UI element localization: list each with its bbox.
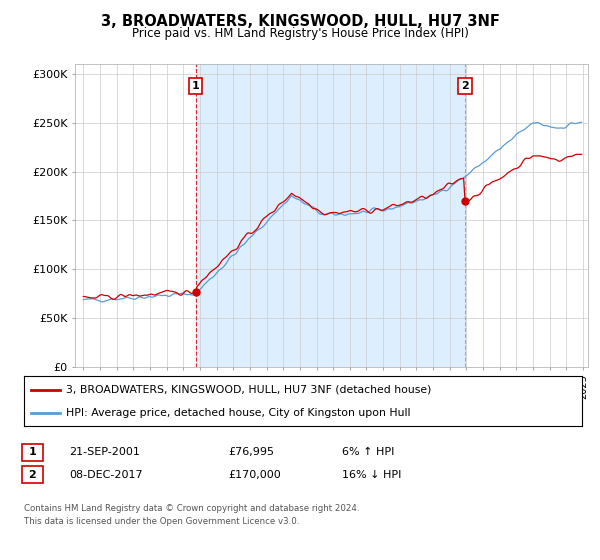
Text: 2: 2 (29, 470, 36, 480)
Text: 08-DEC-2017: 08-DEC-2017 (69, 470, 143, 480)
Text: 1: 1 (192, 81, 200, 91)
Text: 21-SEP-2001: 21-SEP-2001 (69, 447, 140, 458)
Text: Contains HM Land Registry data © Crown copyright and database right 2024.
This d: Contains HM Land Registry data © Crown c… (24, 504, 359, 526)
Text: £76,995: £76,995 (228, 447, 274, 458)
Text: Price paid vs. HM Land Registry's House Price Index (HPI): Price paid vs. HM Land Registry's House … (131, 27, 469, 40)
Text: 16% ↓ HPI: 16% ↓ HPI (342, 470, 401, 480)
Text: 3, BROADWATERS, KINGSWOOD, HULL, HU7 3NF (detached house): 3, BROADWATERS, KINGSWOOD, HULL, HU7 3NF… (66, 385, 431, 395)
Text: 1: 1 (29, 447, 36, 458)
Text: HPI: Average price, detached house, City of Kingston upon Hull: HPI: Average price, detached house, City… (66, 408, 410, 418)
Text: 3, BROADWATERS, KINGSWOOD, HULL, HU7 3NF: 3, BROADWATERS, KINGSWOOD, HULL, HU7 3NF (101, 14, 499, 29)
Text: 2: 2 (461, 81, 469, 91)
Text: 6% ↑ HPI: 6% ↑ HPI (342, 447, 394, 458)
Text: £170,000: £170,000 (228, 470, 281, 480)
Bar (196, 64, 465, 367)
